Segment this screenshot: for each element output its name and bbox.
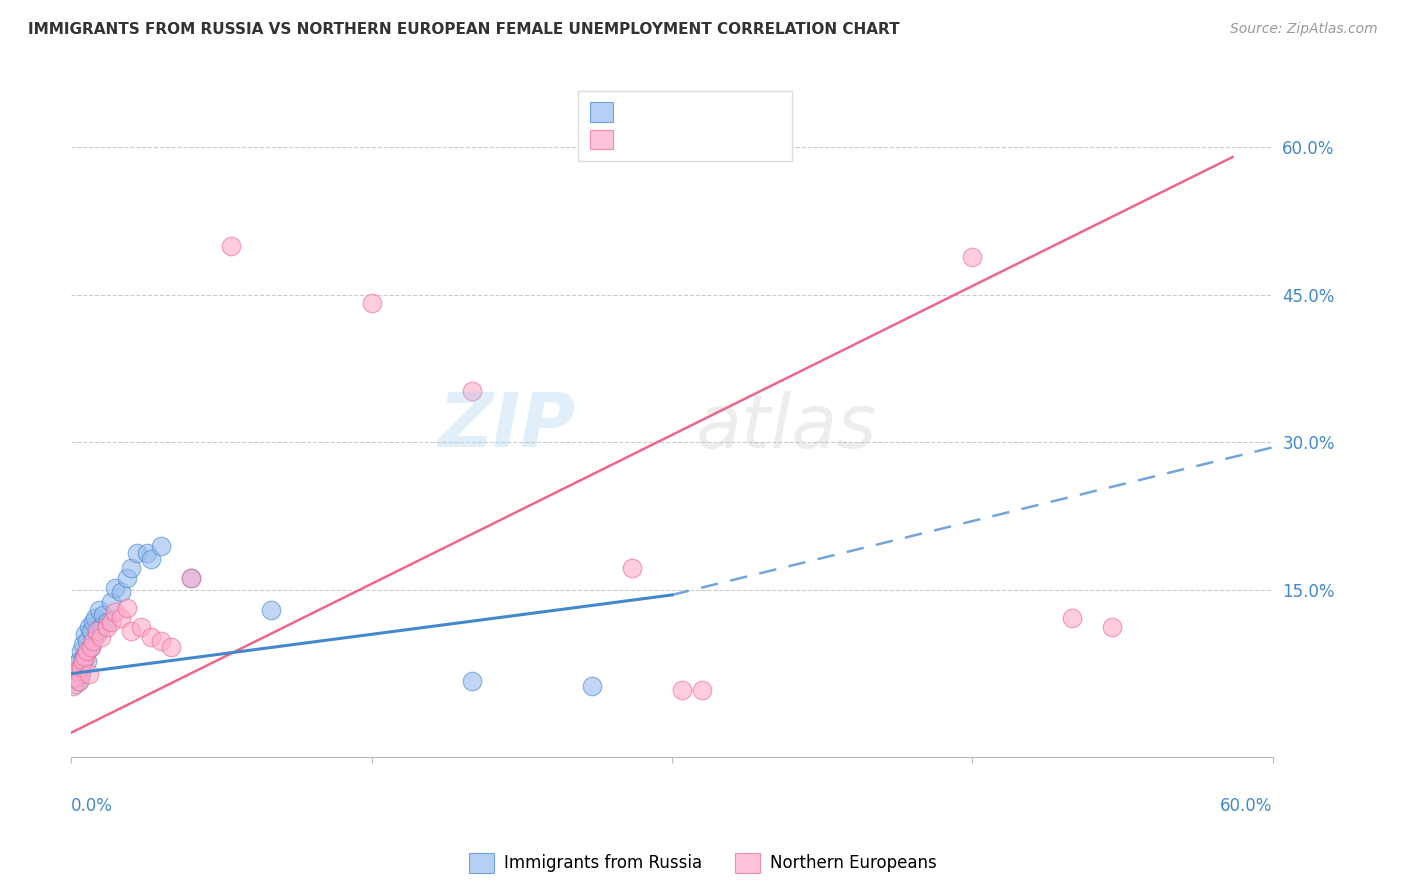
Point	[110, 610, 132, 624]
Point	[110, 585, 132, 599]
Text: IMMIGRANTS FROM RUSSIA VS NORTHERN EUROPEAN FEMALE UNEMPLOYMENT CORRELATION CHAR: IMMIGRANTS FROM RUSSIA VS NORTHERN EUROP…	[28, 22, 900, 37]
Point	[260, 603, 283, 617]
Text: 39: 39	[713, 94, 735, 112]
Text: 60.0%: 60.0%	[1220, 797, 1272, 814]
Point	[89, 603, 111, 617]
Point	[117, 571, 139, 585]
Point	[65, 670, 87, 684]
Text: N =: N =	[690, 120, 727, 138]
Point	[82, 615, 104, 629]
Point	[360, 295, 382, 310]
Point	[86, 624, 108, 639]
Point	[70, 662, 93, 676]
Point	[77, 666, 100, 681]
Point	[76, 654, 98, 668]
Legend: Immigrants from Russia, Northern Europeans: Immigrants from Russia, Northern Europea…	[463, 847, 943, 880]
Point	[70, 644, 93, 658]
Text: 0.655: 0.655	[631, 120, 683, 138]
Point	[150, 539, 173, 553]
Point	[75, 647, 97, 661]
Point	[671, 683, 693, 698]
Point	[150, 634, 173, 648]
Point	[160, 640, 183, 654]
Point	[127, 546, 149, 560]
Point	[67, 654, 90, 668]
Point	[1101, 620, 1123, 634]
Point	[72, 654, 94, 668]
Text: 0.589: 0.589	[631, 94, 683, 112]
Point	[86, 627, 108, 641]
Point	[131, 620, 153, 634]
Point	[75, 649, 97, 664]
Point	[460, 384, 482, 399]
Point	[620, 561, 643, 575]
Point	[76, 644, 98, 658]
Text: R =: R =	[605, 120, 641, 138]
Point	[120, 624, 142, 639]
Point	[690, 683, 713, 698]
Point	[70, 660, 93, 674]
Point	[91, 607, 114, 622]
Point	[104, 605, 127, 619]
Point	[82, 634, 104, 648]
Point	[141, 630, 163, 644]
Point	[72, 637, 94, 651]
Point	[72, 652, 94, 666]
Text: Source: ZipAtlas.com: Source: ZipAtlas.com	[1230, 22, 1378, 37]
Text: N =: N =	[690, 94, 727, 112]
Point	[76, 634, 98, 648]
Point	[117, 600, 139, 615]
Point	[65, 664, 87, 678]
Point	[62, 680, 84, 694]
Point	[62, 672, 84, 686]
Point	[66, 670, 89, 684]
Point	[90, 630, 112, 644]
Point	[66, 664, 89, 678]
Point	[100, 615, 122, 629]
Point	[180, 571, 202, 585]
Point	[77, 620, 100, 634]
Point	[96, 615, 118, 629]
Point	[67, 673, 90, 688]
Point	[65, 676, 87, 690]
Point	[581, 680, 603, 694]
Point	[80, 624, 103, 639]
Point	[136, 546, 159, 560]
Text: 0.0%: 0.0%	[72, 797, 112, 814]
Point	[67, 673, 90, 688]
Point	[84, 610, 107, 624]
Text: 33: 33	[713, 120, 735, 138]
Point	[141, 551, 163, 566]
Point	[96, 620, 118, 634]
Point	[180, 571, 202, 585]
Point	[221, 238, 243, 252]
Point	[1062, 610, 1084, 624]
Point	[460, 673, 482, 688]
Point	[80, 640, 103, 654]
Point	[100, 595, 122, 609]
Point	[80, 640, 103, 654]
Point	[70, 666, 93, 681]
Text: R =: R =	[605, 94, 641, 112]
Point	[75, 627, 97, 641]
Point	[90, 620, 112, 634]
Point	[120, 561, 142, 575]
Text: atlas: atlas	[696, 391, 877, 463]
Point	[104, 581, 127, 595]
Legend:                               ,                               : ,	[578, 91, 792, 161]
Text: ZIP: ZIP	[439, 390, 576, 463]
Point	[960, 251, 983, 265]
Point	[66, 657, 89, 671]
